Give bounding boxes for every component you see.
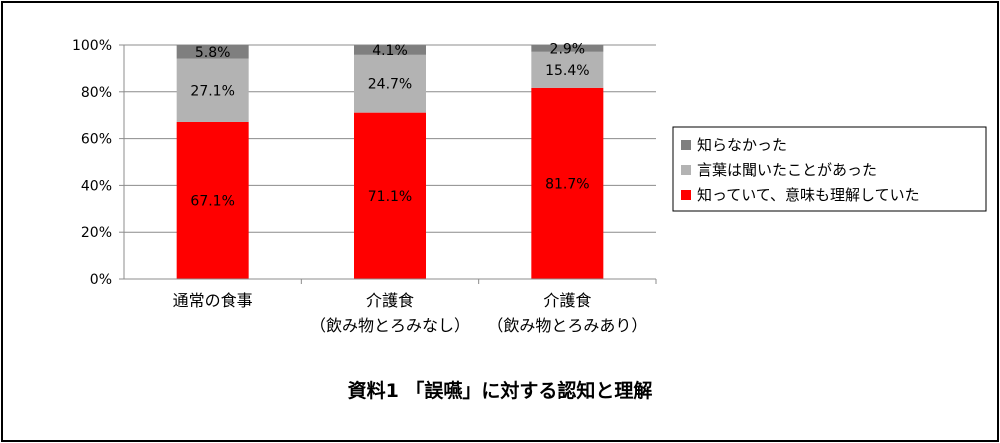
data-labels: 67.1% 27.1% 5.8% 71.1% 24.7% 4.1% 81.7% 15.4% 2.… <box>190 41 589 209</box>
bar-segment <box>531 51 604 88</box>
data-label: 71.1% <box>368 189 412 205</box>
bar-segment <box>531 87 604 280</box>
bar-segment <box>176 58 249 122</box>
y-tick-label: 80% <box>81 85 112 101</box>
y-tick-label: 20% <box>81 225 112 241</box>
legend-swatch <box>681 140 691 150</box>
data-label: 24.7% <box>368 77 412 93</box>
data-label: 67.1% <box>190 193 234 209</box>
x-category-label: 通常の食事 <box>173 291 253 310</box>
bars <box>176 45 604 280</box>
data-label: 2.9% <box>550 41 586 57</box>
data-label: 15.4% <box>545 63 589 79</box>
bar-segment <box>354 54 426 113</box>
y-tick-label: 40% <box>81 178 112 194</box>
y-tick-label: 100% <box>72 38 112 54</box>
legend-label: 知らなかった <box>697 136 787 154</box>
stacked-bar-chart: 67.1% 27.1% 5.8% 71.1% 24.7% 4.1% 81.7% 15.4% 2.… <box>72 38 987 335</box>
figure-caption: 資料1 「誤嚥」に対する認知と理解 <box>347 380 653 402</box>
legend-swatch <box>681 190 691 200</box>
data-label: 5.8% <box>195 45 231 61</box>
x-category-label: 介護食 <box>543 291 591 310</box>
axes: 0% 20% 40% 60% 80% 100% 通常の食事 介護食 （飲み物とろみなし） 介護食 （… <box>72 38 657 335</box>
legend-label: 知っていて、意味も理解していた <box>697 186 920 204</box>
bar-segment <box>354 45 426 55</box>
y-tick-label: 0% <box>90 272 112 288</box>
legend-label: 言葉は聞いたことがあった <box>697 161 877 179</box>
x-category-label: （飲み物とろみあり） <box>487 316 647 335</box>
y-tick-label: 60% <box>81 132 112 148</box>
legend-box <box>672 126 987 212</box>
bar-segment <box>176 121 249 280</box>
bar-segment <box>354 112 426 279</box>
legend-swatch <box>681 165 691 175</box>
data-label: 81.7% <box>545 176 589 192</box>
bar-segment <box>531 45 604 52</box>
x-category-label: （飲み物とろみなし） <box>310 316 470 335</box>
bar-segment <box>176 45 249 59</box>
x-category-label: 介護食 <box>366 291 414 310</box>
data-label: 4.1% <box>372 43 408 59</box>
data-label: 27.1% <box>190 83 234 99</box>
